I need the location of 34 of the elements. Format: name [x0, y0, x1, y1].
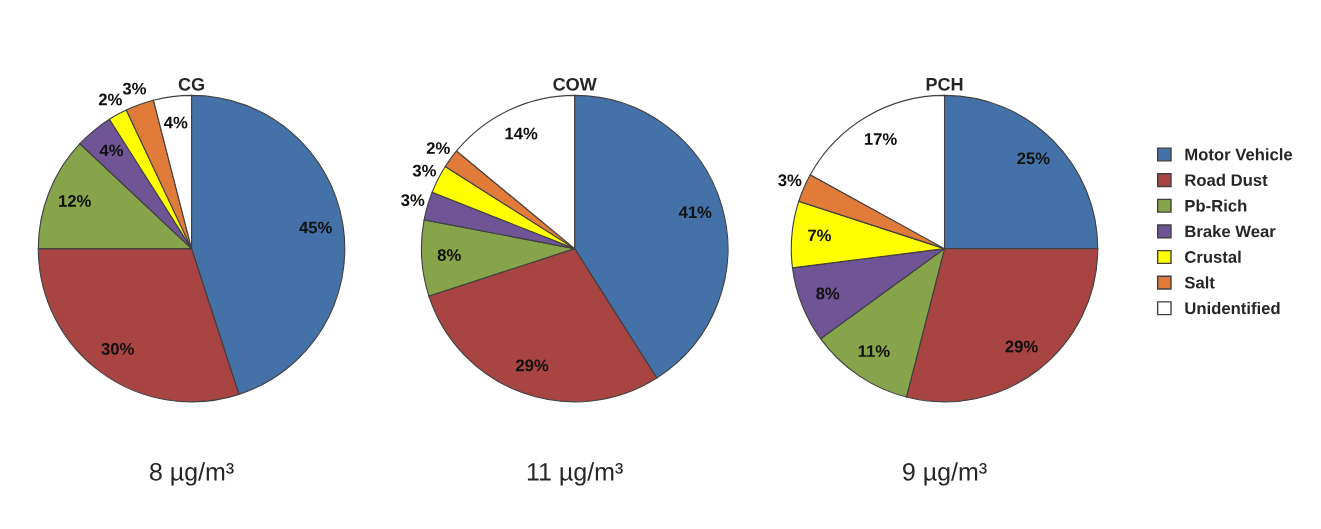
data-label: 29%: [515, 359, 549, 372]
data-label: 2%: [426, 142, 450, 154]
data-label: 3%: [412, 164, 437, 177]
chart-title: PCH: [926, 77, 963, 91]
legend-label: Pb-Rich: [1185, 199, 1247, 212]
data-label: 11%: [858, 345, 890, 357]
chart-title: CG: [178, 77, 204, 91]
data-label: 3%: [778, 174, 802, 187]
legend-label: Road Dust: [1185, 173, 1268, 187]
legend-label: Unidentified: [1185, 301, 1280, 315]
data-label: 30%: [101, 342, 134, 355]
data-label: 41%: [678, 206, 712, 219]
data-label: 45%: [299, 221, 332, 234]
legend-label: Motor Vehicle: [1185, 148, 1293, 161]
legend-label: Crustal: [1185, 250, 1241, 263]
data-label: 2%: [98, 93, 122, 106]
data-label: 29%: [1005, 340, 1038, 353]
data-label: 4%: [164, 116, 188, 129]
data-label: 14%: [505, 127, 538, 140]
data-label: 25%: [1017, 152, 1050, 165]
data-label: 12%: [59, 195, 91, 207]
data-label: 7%: [808, 229, 832, 242]
data-label: 3%: [122, 82, 147, 95]
chart-title: COW: [553, 77, 597, 91]
legend-label: Salt: [1184, 276, 1215, 289]
text: 9 µg/m³: [903, 462, 987, 486]
legend-label: Brake Wear: [1185, 225, 1276, 238]
data-label: 8%: [437, 249, 461, 261]
text: 8 µg/m³: [150, 462, 234, 486]
data-label: 3%: [401, 194, 425, 207]
data-label: 17%: [864, 133, 897, 145]
data-label: 4%: [99, 144, 124, 157]
data-label: 8%: [816, 287, 840, 300]
text: 11 µg/m³: [527, 462, 623, 486]
